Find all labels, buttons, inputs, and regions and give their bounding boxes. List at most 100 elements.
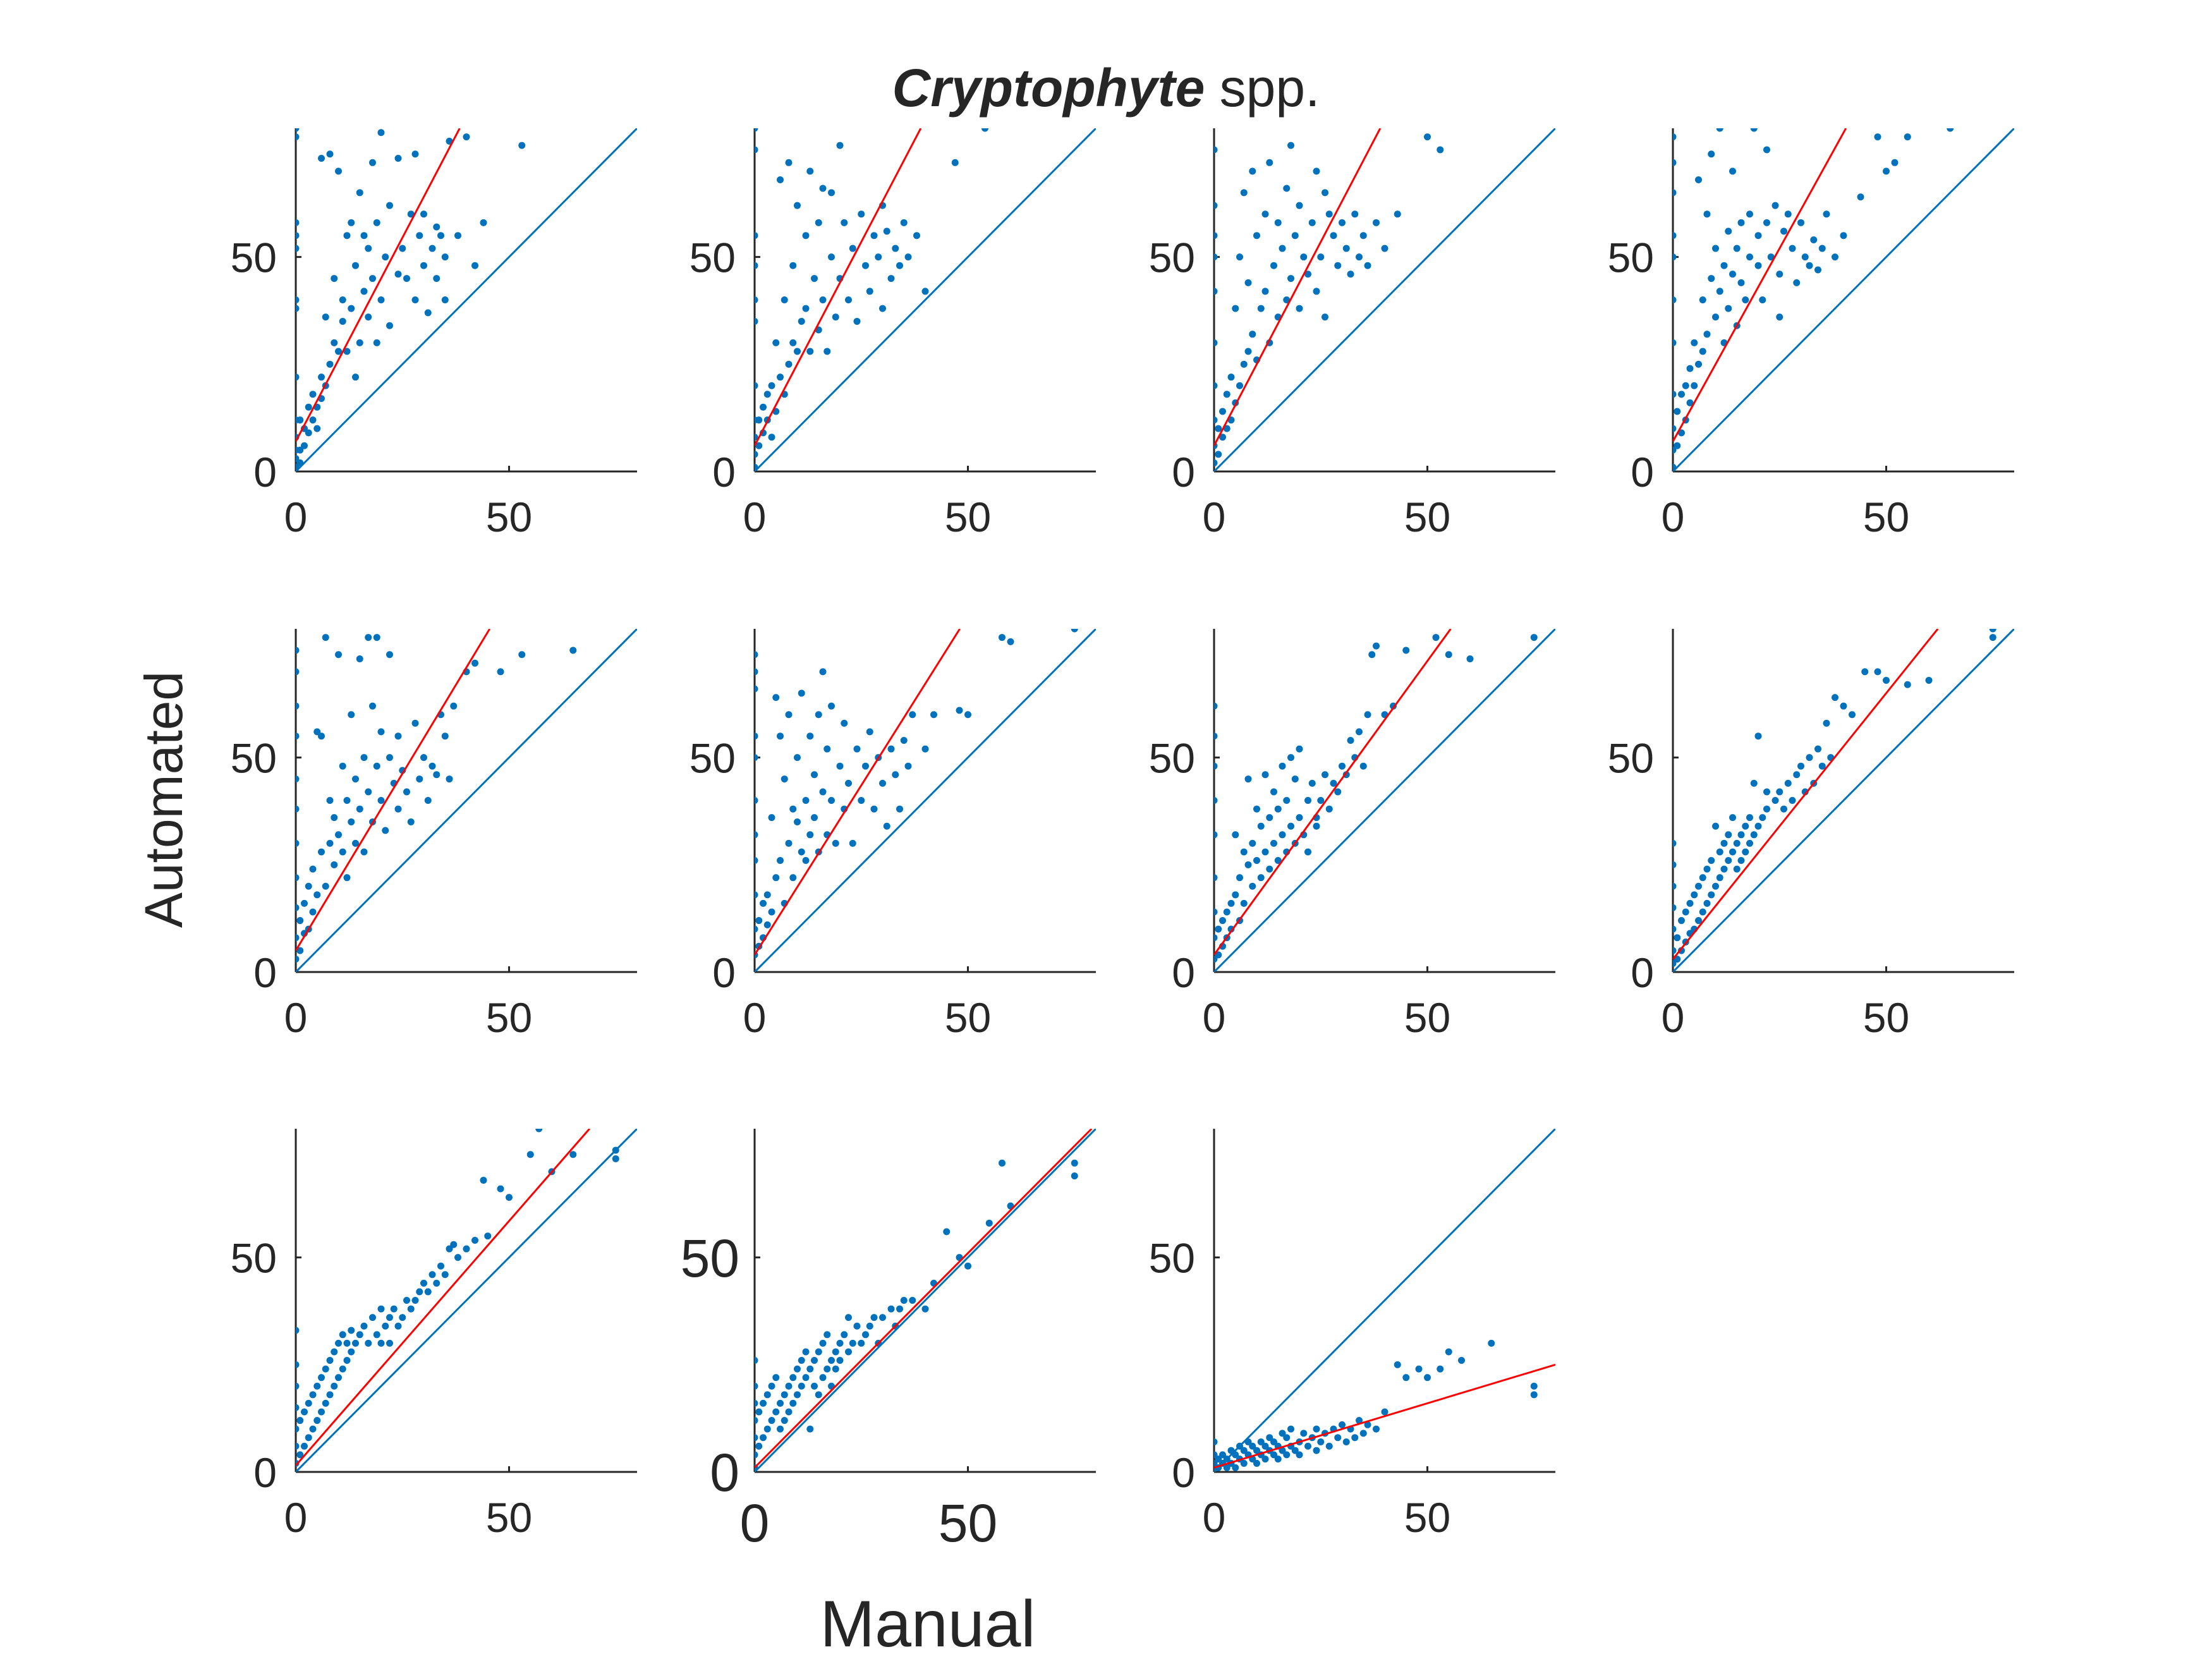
data-point <box>296 232 300 240</box>
data-point <box>369 275 376 283</box>
data-point <box>1673 882 1677 890</box>
data-point <box>1249 839 1256 847</box>
data-point <box>1789 245 1796 252</box>
data-point <box>360 232 368 240</box>
data-point <box>390 1305 398 1313</box>
data-point <box>399 1314 406 1322</box>
data-point <box>785 159 793 166</box>
data-point <box>335 348 342 355</box>
data-point <box>819 1339 827 1347</box>
data-point <box>326 1391 334 1399</box>
data-point <box>841 1331 848 1339</box>
data-point <box>1347 736 1354 744</box>
data-point <box>335 1374 342 1382</box>
data-point <box>428 762 436 770</box>
y-tick-label: 0 <box>253 1449 277 1496</box>
data-point <box>1342 1438 1350 1445</box>
data-point <box>879 1314 886 1322</box>
data-point <box>755 685 758 693</box>
data-point <box>1691 339 1698 346</box>
data-point <box>420 210 427 218</box>
data-point <box>819 185 827 192</box>
data-point <box>755 442 763 449</box>
data-point <box>313 728 321 736</box>
data-point <box>904 253 912 261</box>
data-point <box>1261 771 1269 779</box>
data-point <box>1240 848 1248 856</box>
data-point <box>1313 1447 1320 1454</box>
data-point <box>377 296 385 303</box>
data-point <box>1232 305 1239 312</box>
data-point <box>1750 779 1758 787</box>
data-point <box>411 150 419 158</box>
data-point <box>1244 279 1252 286</box>
data-point <box>1240 189 1248 197</box>
data-point <box>1322 771 1328 779</box>
data-point <box>356 189 363 197</box>
one-to-one-line <box>1673 629 2014 972</box>
data-point <box>1330 779 1337 787</box>
data-point <box>828 702 835 710</box>
data-point <box>322 882 329 890</box>
data-point <box>845 1314 852 1322</box>
data-point <box>1373 1425 1380 1433</box>
data-point <box>1219 917 1226 925</box>
data-point <box>1296 814 1303 822</box>
data-point <box>1530 1391 1538 1399</box>
data-point <box>356 655 363 663</box>
data-point <box>352 839 359 847</box>
regression-fit-line <box>296 1129 590 1466</box>
data-point <box>1784 210 1792 218</box>
data-point <box>755 797 758 804</box>
one-to-one-line <box>296 1129 637 1472</box>
data-point <box>1754 732 1762 740</box>
data-point <box>1712 822 1719 830</box>
data-point <box>794 754 801 762</box>
data-point <box>373 339 380 346</box>
plot-area <box>296 1129 637 1472</box>
data-point <box>755 1434 758 1442</box>
data-point <box>802 797 810 804</box>
data-point <box>331 1382 338 1390</box>
data-point <box>1695 360 1702 368</box>
data-point <box>1219 408 1226 415</box>
data-point <box>1215 425 1222 432</box>
data-point <box>343 797 351 804</box>
data-point <box>382 1322 389 1330</box>
data-point <box>1466 655 1474 663</box>
data-point <box>777 1399 784 1407</box>
data-point <box>386 754 393 762</box>
data-point <box>318 848 325 856</box>
data-point <box>369 702 376 710</box>
data-point <box>1673 861 1677 868</box>
data-point <box>424 309 432 317</box>
data-point <box>832 839 839 847</box>
data-point <box>446 775 453 783</box>
data-point <box>1733 865 1741 873</box>
data-point <box>806 732 814 740</box>
data-point <box>1270 1438 1277 1445</box>
data-point <box>1771 797 1779 804</box>
x-tick-label: 50 <box>945 494 991 540</box>
data-point <box>1356 1417 1363 1425</box>
data-point <box>1279 831 1286 839</box>
data-point <box>1227 1447 1235 1454</box>
data-point <box>1686 899 1694 907</box>
y-tick-label: 0 <box>1631 449 1654 495</box>
data-point <box>802 1374 810 1382</box>
data-point <box>772 694 780 702</box>
data-point <box>394 1322 402 1330</box>
x-tick-label: 50 <box>486 1494 532 1541</box>
data-point <box>1673 904 1677 911</box>
plot-area <box>755 1129 1096 1472</box>
data-point <box>343 348 351 355</box>
x-tick-label: 50 <box>486 994 532 1041</box>
y-tick-label: 50 <box>1149 734 1195 781</box>
data-point <box>1347 270 1354 278</box>
data-point <box>1253 805 1260 813</box>
data-point <box>1300 1430 1308 1437</box>
data-point <box>823 1331 831 1339</box>
data-point <box>1445 651 1452 659</box>
data-point <box>802 305 810 312</box>
data-point <box>305 429 312 437</box>
